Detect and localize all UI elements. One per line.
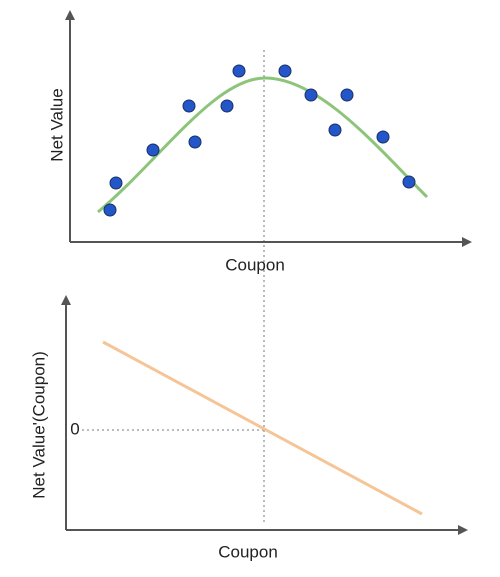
point (328, 123, 342, 137)
fit-curve (97, 76, 429, 214)
zero-label: 0 (70, 419, 79, 438)
point (103, 203, 117, 217)
point (402, 175, 416, 189)
point (376, 130, 390, 144)
point (232, 64, 246, 78)
derivative-line (102, 340, 423, 516)
top-chart: Net Value Coupon (47, 10, 472, 274)
x-axis-label: Coupon (225, 255, 285, 274)
y-axis-label: Net Value (47, 88, 66, 161)
point (278, 64, 292, 78)
y-axis-label: Net Value'(Coupon) (29, 351, 48, 499)
x-axis-label: Coupon (218, 542, 278, 561)
point (304, 88, 318, 102)
point (188, 135, 202, 149)
point (182, 99, 196, 113)
data-points (103, 64, 416, 217)
bottom-chart: 0 Net Value'(Coupon) Coupon (29, 295, 468, 561)
point (220, 99, 234, 113)
point (340, 88, 354, 102)
point (109, 176, 123, 190)
point (146, 143, 160, 157)
